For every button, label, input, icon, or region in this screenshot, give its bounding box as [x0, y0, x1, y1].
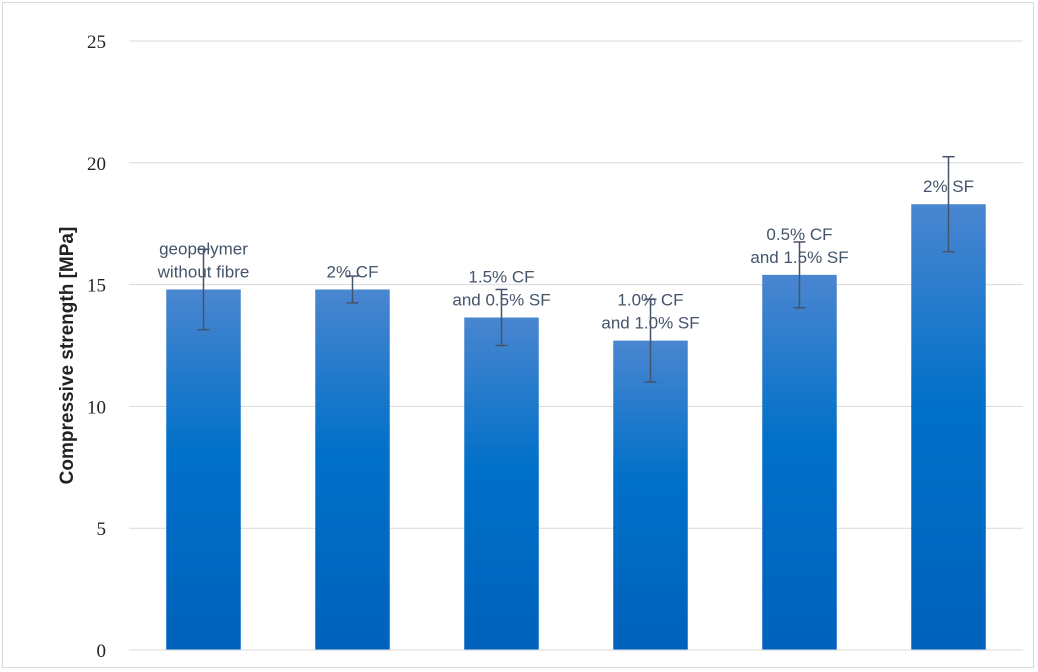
- error-bars: [197, 155, 955, 383]
- category-label: geopolymer: [159, 239, 248, 258]
- category-label: 0.5% CF: [766, 225, 832, 244]
- y-tick-label: 15: [87, 276, 106, 297]
- bars: [166, 204, 986, 650]
- y-tick-label: 0: [97, 641, 107, 662]
- bar: [166, 289, 241, 650]
- y-tick-label: 25: [87, 32, 106, 53]
- error-bar: [942, 155, 955, 253]
- error-bar: [793, 241, 806, 309]
- bar-chart: 0 5 10 15 20 25 geopolymer without fibre 2% CF 1…: [57, 32, 1023, 662]
- bar: [315, 289, 390, 650]
- category-labels: geopolymer without fibre 2% CF 1.5% CF and 0…: [157, 177, 974, 332]
- category-label: and 0.5% SF: [452, 290, 550, 309]
- category-label: and 1.0% SF: [601, 314, 699, 333]
- error-bar: [495, 288, 508, 347]
- y-axis-title: Compressive strength [MPa]: [57, 227, 78, 485]
- bar: [911, 204, 986, 650]
- category-label: 1.5% CF: [468, 267, 534, 286]
- gridlines: [129, 40, 1023, 529]
- error-bar: [346, 275, 359, 304]
- category-label: 2% CF: [327, 262, 379, 281]
- error-bar: [197, 248, 210, 331]
- bar: [464, 317, 539, 650]
- category-label: without fibre: [157, 262, 250, 281]
- y-tick-label: 20: [87, 154, 106, 175]
- y-tick-label: 10: [87, 397, 106, 418]
- bar: [762, 274, 837, 650]
- category-label: and 1.5% SF: [750, 248, 848, 267]
- y-tick-label: 5: [97, 519, 107, 540]
- error-bar: [644, 298, 657, 383]
- bar: [613, 340, 688, 650]
- category-label: 2% SF: [923, 177, 974, 196]
- category-label: 1.0% CF: [617, 291, 683, 310]
- y-axis-tick-labels: 0 5 10 15 20 25: [87, 32, 106, 662]
